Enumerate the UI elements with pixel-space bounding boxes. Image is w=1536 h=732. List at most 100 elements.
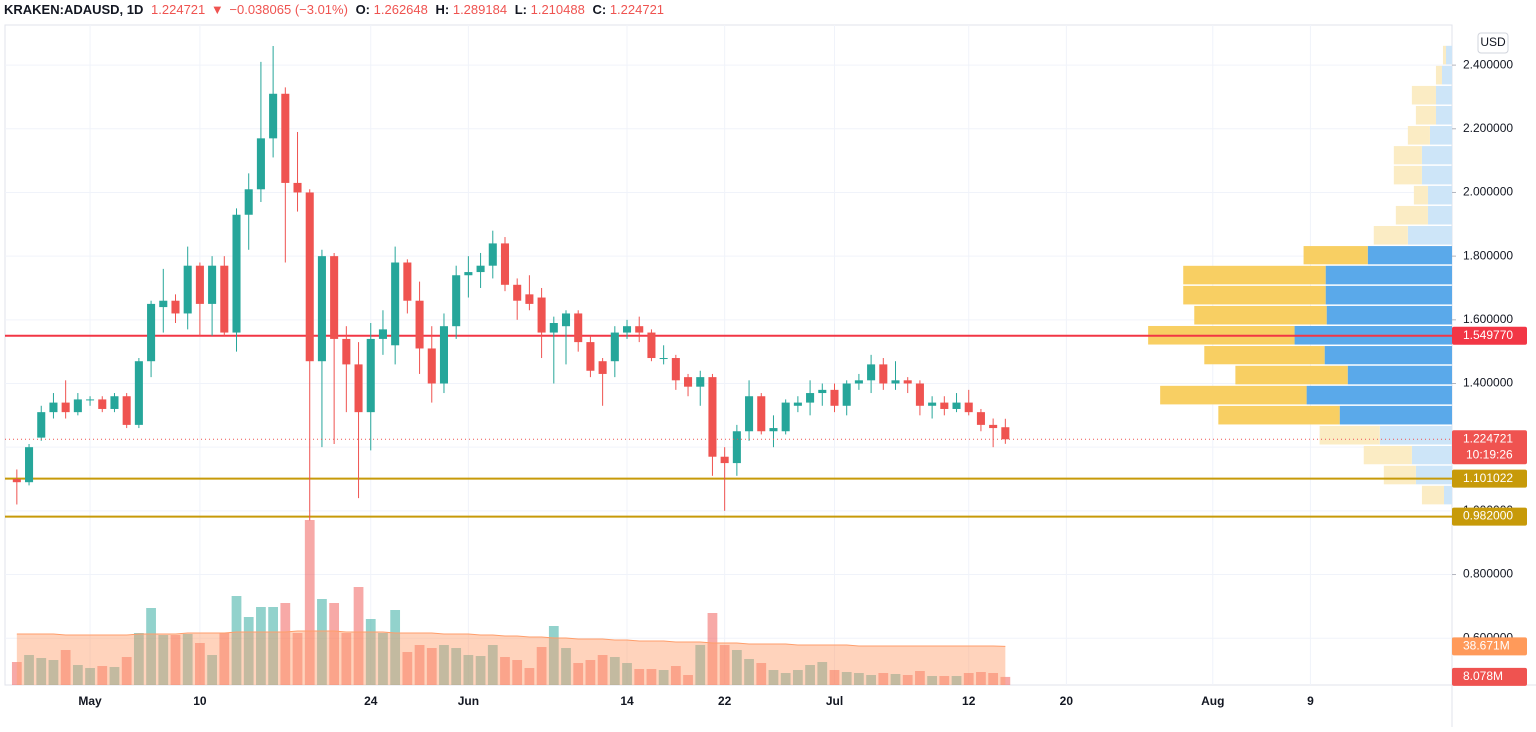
volume-bar	[792, 670, 803, 685]
volume-bar	[731, 650, 742, 685]
candle-body	[342, 338, 351, 365]
candle-body	[354, 364, 363, 413]
candle-body	[378, 329, 387, 339]
profile-down	[1319, 425, 1380, 445]
candle-body	[98, 399, 107, 409]
volume-bar	[524, 668, 535, 685]
candle-body	[391, 262, 400, 346]
volume-bar	[1000, 676, 1011, 685]
volume-bar	[304, 520, 315, 685]
candle-body	[488, 243, 497, 266]
profile-up	[1339, 405, 1452, 425]
currency[interactable]: USD	[1480, 35, 1506, 49]
profile-down	[1218, 405, 1340, 425]
candle-body	[952, 402, 961, 409]
volume-bar	[512, 660, 523, 685]
candle-body	[537, 297, 546, 333]
candle-body	[769, 428, 778, 432]
profile-down	[1413, 185, 1428, 205]
volume-bar	[219, 633, 230, 685]
profile-up	[1445, 45, 1452, 65]
volume-bar	[133, 633, 144, 685]
profile-up	[1421, 165, 1452, 185]
volume-bar	[280, 603, 291, 685]
candle-body	[25, 447, 34, 483]
y-tick-label: 2.400000	[1463, 57, 1513, 71]
profile-up	[1407, 226, 1452, 245]
y-tick-label: 0.800000	[1463, 567, 1513, 581]
arrow: ▼	[211, 2, 224, 17]
volume-bar	[451, 648, 462, 685]
ohlc-label: O:	[356, 2, 370, 17]
volume-bar	[414, 645, 425, 685]
y-tick-label: 1.800000	[1463, 248, 1513, 262]
volume-bar	[634, 669, 645, 685]
profile-up	[1325, 265, 1452, 285]
candle-body	[293, 182, 302, 193]
y-tick-label: 2.200000	[1463, 121, 1513, 135]
ohlc-value: 1.224721	[610, 2, 664, 17]
volume-bar	[780, 673, 791, 685]
profile-up	[1347, 365, 1452, 385]
currency-button[interactable]	[1477, 32, 1509, 54]
volume-bar	[500, 657, 510, 685]
candle-body	[220, 265, 229, 333]
ohlc-value: 1.289184	[453, 2, 507, 17]
candle-body	[867, 364, 876, 381]
candle-body	[73, 399, 82, 413]
candle-body	[244, 189, 253, 215]
volume-bar	[243, 617, 254, 685]
profile-down	[1183, 285, 1326, 305]
volume-bar	[426, 648, 437, 685]
profile-up	[1421, 146, 1452, 165]
candle-body	[12, 479, 21, 483]
volume-bar	[866, 675, 876, 685]
volume-bar	[378, 633, 388, 685]
volume-bar	[768, 670, 779, 685]
candle-body	[903, 380, 912, 384]
candle-body	[366, 338, 375, 413]
price-tag-label: 0.982000	[1463, 509, 1513, 523]
profile-down	[1235, 365, 1348, 385]
volume-bar	[109, 667, 120, 685]
profile-up	[1435, 85, 1452, 105]
x-tick-label: 24	[364, 694, 378, 708]
candle-body	[159, 300, 168, 308]
profile-up	[1411, 446, 1452, 465]
profile-down	[1303, 246, 1368, 265]
volume-bar	[292, 633, 303, 685]
volume-bar	[756, 663, 767, 685]
candle-body	[415, 300, 424, 349]
x-tick-label: Aug	[1201, 694, 1224, 708]
candle-body	[647, 332, 656, 359]
candle-body	[281, 93, 290, 183]
y-tick-label: 2.000000	[1463, 185, 1513, 199]
volume-bar	[170, 635, 181, 685]
volume-bar	[231, 596, 242, 685]
candle-body	[757, 396, 766, 432]
candle-body	[1001, 427, 1010, 440]
volume-bar	[841, 672, 852, 685]
volume-bar	[609, 657, 620, 685]
profile-down	[1393, 165, 1422, 185]
volume-bar	[85, 668, 95, 685]
profile-down	[1395, 205, 1428, 225]
volume-bar	[963, 673, 974, 685]
candle-body	[879, 364, 888, 384]
volume-bar	[146, 608, 156, 685]
volume-bar	[939, 676, 950, 685]
candle-body	[37, 412, 46, 438]
volume-bar	[548, 626, 559, 685]
profile-up	[1441, 65, 1452, 85]
volume-bar	[463, 655, 474, 685]
profile-up	[1379, 425, 1452, 445]
ohlc-label: H:	[436, 2, 450, 17]
candle-body	[122, 396, 131, 425]
volume-bar	[915, 671, 925, 685]
candle-body	[940, 402, 949, 409]
candle-body	[586, 342, 595, 371]
profile-down	[1363, 446, 1412, 465]
profile-down	[1183, 265, 1326, 285]
price-tag-label: 8.078M	[1463, 669, 1503, 683]
